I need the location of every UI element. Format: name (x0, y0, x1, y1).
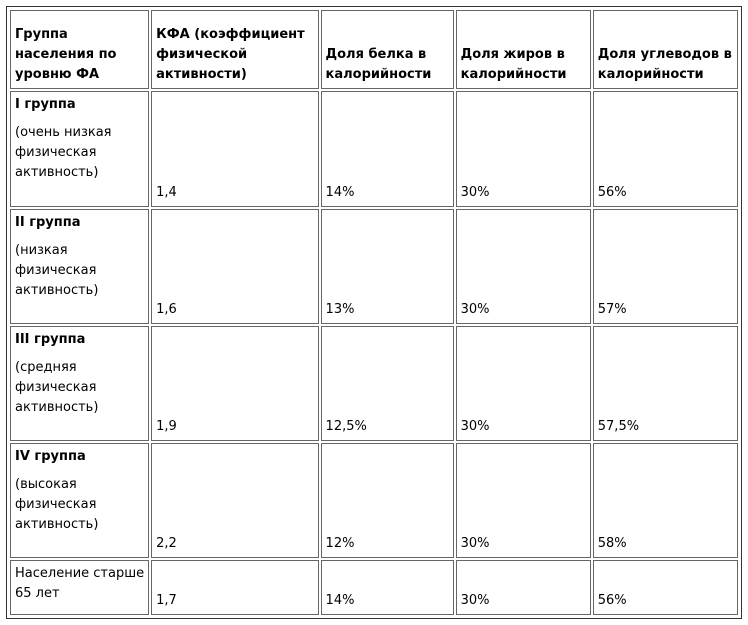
fat-cell: 30% (455, 91, 591, 207)
kfa-cell: 1,4 (151, 91, 319, 207)
carbs-cell: 56% (592, 91, 738, 207)
carbs-cell: 58% (592, 442, 738, 558)
group-cell: II группа (низкая физическая активность) (10, 208, 150, 324)
table-row: Население старше 65 лет 1,7 14% 30% 56% (10, 559, 738, 615)
nutrition-table: Группа населения по уровню ФА КФА (коэфф… (8, 8, 740, 617)
fat-cell: 30% (455, 442, 591, 558)
table-row: III группа (средняя физическая активност… (10, 325, 738, 441)
table-row: II группа (низкая физическая активность)… (10, 208, 738, 324)
kfa-cell: 1,7 (151, 559, 319, 615)
protein-cell: 14% (320, 559, 454, 615)
group-cell: IV группа (высокая физическая активность… (10, 442, 150, 558)
table-row: I группа (очень низкая физическая активн… (10, 91, 738, 207)
kfa-cell: 2,2 (151, 442, 319, 558)
protein-cell: 12% (320, 442, 454, 558)
group-cell: III группа (средняя физическая активност… (10, 325, 150, 441)
group-description: (высокая физическая активность) (15, 476, 99, 532)
header-group: Группа населения по уровню ФА (10, 10, 150, 90)
protein-cell: 12,5% (320, 325, 454, 441)
table-row: IV группа (высокая физическая активность… (10, 442, 738, 558)
carbs-cell: 57% (592, 208, 738, 324)
group-cell: I группа (очень низкая физическая активн… (10, 91, 150, 207)
group-description: (низкая физическая активность) (15, 242, 99, 298)
fat-cell: 30% (455, 325, 591, 441)
carbs-cell: 57,5% (592, 325, 738, 441)
header-carbs: Доля углеводов в калорийности (592, 10, 738, 90)
header-kfa: КФА (коэффициент физической активности) (151, 10, 319, 90)
table-frame: Группа населения по уровню ФА КФА (коэфф… (6, 6, 742, 619)
header-fat: Доля жиров в калорийности (455, 10, 591, 90)
group-title: III группа (15, 331, 86, 347)
group-cell: Население старше 65 лет (10, 559, 150, 615)
kfa-cell: 1,6 (151, 208, 319, 324)
group-description: (средняя физическая активность) (15, 359, 99, 415)
group-description: (очень низкая физическая активность) (15, 125, 112, 181)
fat-cell: 30% (455, 208, 591, 324)
carbs-cell: 56% (592, 559, 738, 615)
protein-cell: 14% (320, 91, 454, 207)
header-row: Группа населения по уровню ФА КФА (коэфф… (10, 10, 738, 90)
group-title: II группа (15, 214, 81, 230)
kfa-cell: 1,9 (151, 325, 319, 441)
group-title: IV группа (15, 448, 86, 464)
protein-cell: 13% (320, 208, 454, 324)
header-protein: Доля белка в калорийности (320, 10, 454, 90)
fat-cell: 30% (455, 559, 591, 615)
group-title: I группа (15, 97, 76, 113)
